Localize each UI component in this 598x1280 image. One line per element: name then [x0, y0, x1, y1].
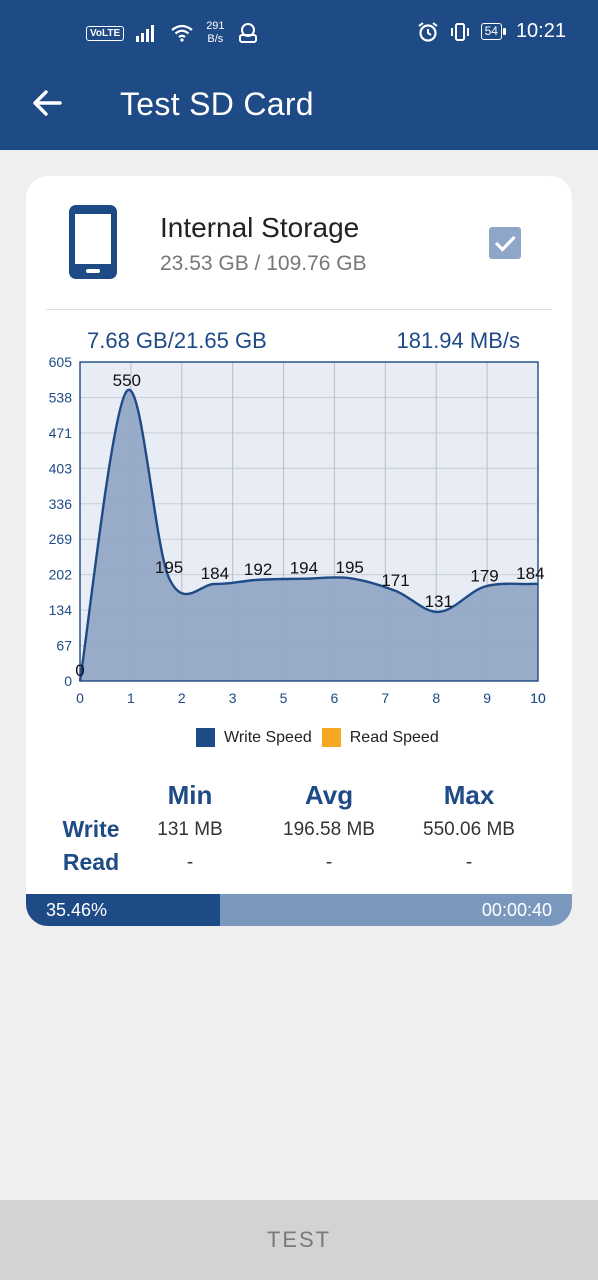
- stats-header-max: Max: [443, 780, 495, 810]
- progress-percent: 35.46%: [46, 900, 108, 920]
- transfer-progress-text: 7.68 GB/21.65 GB: [87, 328, 267, 353]
- elapsed-time: 00:00:40: [481, 900, 552, 920]
- chart-legend: Write Speed Read Speed: [196, 728, 449, 747]
- read-row-label: Read: [62, 849, 120, 875]
- data-label: 0: [75, 661, 84, 680]
- x-tick-label: 9: [483, 690, 491, 706]
- data-label: 131: [425, 592, 453, 611]
- y-tick-label: 403: [49, 460, 73, 476]
- storage-size: 23.53 GB / 109.76 GB: [160, 252, 367, 275]
- current-speed: 181.94 MB/s: [396, 328, 520, 353]
- net-speed: 291 B/s: [206, 20, 225, 45]
- wifi-icon: [171, 24, 193, 42]
- page-title: Test SD Card: [120, 86, 314, 122]
- x-tick-label: 5: [280, 690, 288, 706]
- test-progress-bar: 35.46% 00:00:40: [26, 894, 572, 926]
- back-arrow-icon[interactable]: [30, 86, 64, 120]
- x-tick-label: 8: [432, 690, 440, 706]
- data-label: 171: [381, 571, 409, 590]
- y-tick-label: 336: [49, 496, 73, 512]
- y-tick-label: 202: [49, 567, 73, 583]
- vibrate-icon: [450, 22, 469, 41]
- legend-write-swatch: [196, 728, 215, 747]
- read-avg: -: [325, 852, 333, 873]
- x-tick-label: 3: [229, 690, 237, 706]
- phone-icon: [69, 205, 117, 279]
- data-label: 194: [290, 559, 318, 578]
- app-bar: VoLTE 291 B/s: [0, 0, 598, 150]
- data-label: 192: [244, 560, 272, 579]
- x-tick-label: 2: [178, 690, 186, 706]
- data-label: 195: [155, 558, 183, 577]
- y-tick-label: 538: [49, 389, 73, 405]
- y-tick-label: 605: [49, 354, 73, 370]
- storage-name: Internal Storage: [160, 212, 360, 243]
- data-label: 184: [201, 564, 229, 583]
- read-min: -: [186, 852, 194, 873]
- y-tick-label: 471: [49, 425, 73, 441]
- status-bar: VoLTE 291 B/s: [0, 18, 598, 54]
- write-speed-line: [78, 388, 539, 682]
- signal-icon: [136, 25, 155, 42]
- x-tick-label: 7: [381, 690, 389, 706]
- divider: [46, 309, 552, 310]
- write-row-label: Write: [62, 816, 120, 842]
- x-tick-label: 10: [530, 690, 546, 706]
- test-button[interactable]: TEST: [0, 1200, 598, 1280]
- y-tick-label: 134: [49, 602, 73, 618]
- legend-write: Write Speed: [196, 728, 312, 747]
- legend-read: Read Speed: [321, 728, 439, 747]
- data-label: 184: [516, 564, 544, 583]
- notification-app-icon: [238, 23, 257, 43]
- volte-badge: VoLTE: [86, 25, 125, 41]
- y-tick-label: 269: [49, 531, 73, 547]
- plot-border: [79, 361, 539, 682]
- battery-icon: 54: [480, 23, 506, 40]
- write-avg: 196.58 MB: [283, 819, 375, 840]
- storage-checkbox[interactable]: [489, 227, 521, 259]
- stats-header-min: Min: [167, 780, 213, 810]
- y-tick-label: 0: [64, 673, 72, 689]
- stats-header-avg: Avg: [304, 780, 354, 810]
- write-min: 131 MB: [157, 819, 223, 840]
- alarm-icon: [417, 21, 438, 42]
- x-tick-label: 0: [76, 690, 84, 706]
- read-max: -: [465, 852, 473, 873]
- x-tick-label: 10: [530, 690, 546, 706]
- legend-read-swatch: [321, 728, 341, 747]
- x-tick-label: 1: [127, 690, 135, 706]
- clock: 10:21: [515, 20, 566, 42]
- progress-fill: [26, 894, 220, 926]
- check-icon: [494, 235, 516, 252]
- storage-card: Internal Storage 23.53 GB / 109.76 GB 7.…: [26, 176, 572, 926]
- data-label: 195: [336, 558, 364, 577]
- write-max: 550.06 MB: [423, 819, 515, 840]
- y-tick-label: 67: [56, 638, 72, 654]
- data-label: 179: [470, 567, 498, 586]
- data-label: 550: [113, 371, 141, 390]
- x-tick-label: 6: [331, 690, 339, 706]
